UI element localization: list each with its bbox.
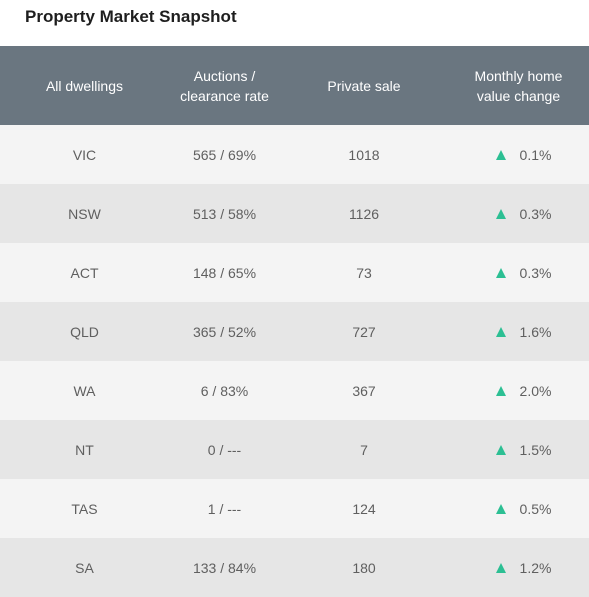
private-sale-cell: 1126	[348, 205, 380, 222]
value-change-text: 1.6%	[519, 323, 552, 340]
up-arrow-icon	[495, 208, 506, 219]
up-arrow-icon	[495, 385, 506, 396]
value-change-cell: 1.2%	[448, 558, 589, 578]
auctions-cell: 0 / ---	[207, 441, 242, 458]
private-sale-cell: 727	[352, 323, 376, 340]
header-auctions-line2: clearance rate	[180, 87, 269, 104]
state-cell: ACT	[70, 264, 99, 281]
private-sale-cell: 73	[356, 264, 372, 281]
up-arrow-icon	[495, 444, 506, 455]
private-sale-cell: 1018	[348, 146, 380, 163]
value-change-text: 1.5%	[519, 441, 552, 458]
up-arrow-icon	[495, 562, 506, 573]
private-sale-cell: 124	[352, 500, 376, 517]
value-change-cell: 0.3%	[448, 204, 589, 224]
up-arrow-icon	[495, 149, 506, 160]
state-cell: QLD	[70, 323, 99, 340]
auctions-cell: 565 / 69%	[192, 146, 257, 163]
up-arrow-icon	[495, 326, 506, 337]
header-auctions-line1: Auctions /	[193, 67, 256, 84]
value-change-text: 1.2%	[519, 559, 552, 576]
header-private-sale: Private sale	[327, 77, 401, 94]
header-auctions: Auctions / clearance rate	[169, 66, 280, 106]
table-row-act: ACT 148 / 65% 73 0.3%	[0, 243, 589, 302]
value-change-cell: 1.6%	[448, 322, 589, 342]
auctions-cell: 6 / 83%	[200, 382, 249, 399]
value-change-cell: 0.1%	[448, 145, 589, 165]
auctions-cell: 133 / 84%	[192, 559, 257, 576]
state-cell: WA	[73, 382, 96, 399]
value-change-text: 0.3%	[519, 264, 552, 281]
table-row-nsw: NSW 513 / 58% 1126 0.3%	[0, 184, 589, 243]
header-all-dwellings: All dwellings	[45, 77, 124, 94]
value-change-text: 2.0%	[519, 382, 552, 399]
private-sale-cell: 180	[352, 559, 376, 576]
table-row-tas: TAS 1 / --- 124 0.5%	[0, 479, 589, 538]
value-change-cell: 2.0%	[448, 381, 589, 401]
auctions-cell: 148 / 65%	[192, 264, 257, 281]
state-cell: VIC	[72, 146, 97, 163]
page-title: Property Market Snapshot	[25, 7, 237, 26]
auctions-cell: 1 / ---	[207, 500, 242, 517]
value-change-text: 0.5%	[519, 500, 552, 517]
state-cell: TAS	[71, 500, 98, 517]
table-row-vic: VIC 565 / 69% 1018 0.1%	[0, 125, 589, 184]
value-change-text: 0.1%	[519, 146, 552, 163]
table-header: All dwellings Auctions / clearance rate …	[0, 46, 589, 125]
header-monthly-line2: value change	[476, 87, 561, 104]
state-cell: SA	[75, 559, 94, 576]
value-change-text: 0.3%	[519, 205, 552, 222]
up-arrow-icon	[495, 503, 506, 514]
table-row-wa: WA 6 / 83% 367 2.0%	[0, 361, 589, 420]
value-change-cell: 0.3%	[448, 263, 589, 283]
value-change-cell: 1.5%	[448, 440, 589, 460]
table-row-nt: NT 0 / --- 7 1.5%	[0, 420, 589, 479]
state-cell: NT	[75, 441, 94, 458]
state-cell: NSW	[68, 205, 101, 222]
auctions-cell: 513 / 58%	[192, 205, 257, 222]
private-sale-cell: 7	[360, 441, 368, 458]
table-row-sa: SA 133 / 84% 180 1.2%	[0, 538, 589, 597]
up-arrow-icon	[495, 267, 506, 278]
header-monthly-change: Monthly home value change	[448, 66, 589, 106]
auctions-cell: 365 / 52%	[192, 323, 257, 340]
market-table: All dwellings Auctions / clearance rate …	[0, 46, 589, 597]
table-body: VIC 565 / 69% 1018 0.1% NSW 513 / 58% 11…	[0, 125, 589, 597]
header-monthly-line1: Monthly home	[474, 67, 563, 84]
table-row-qld: QLD 365 / 52% 727 1.6%	[0, 302, 589, 361]
private-sale-cell: 367	[352, 382, 376, 399]
value-change-cell: 0.5%	[448, 499, 589, 519]
